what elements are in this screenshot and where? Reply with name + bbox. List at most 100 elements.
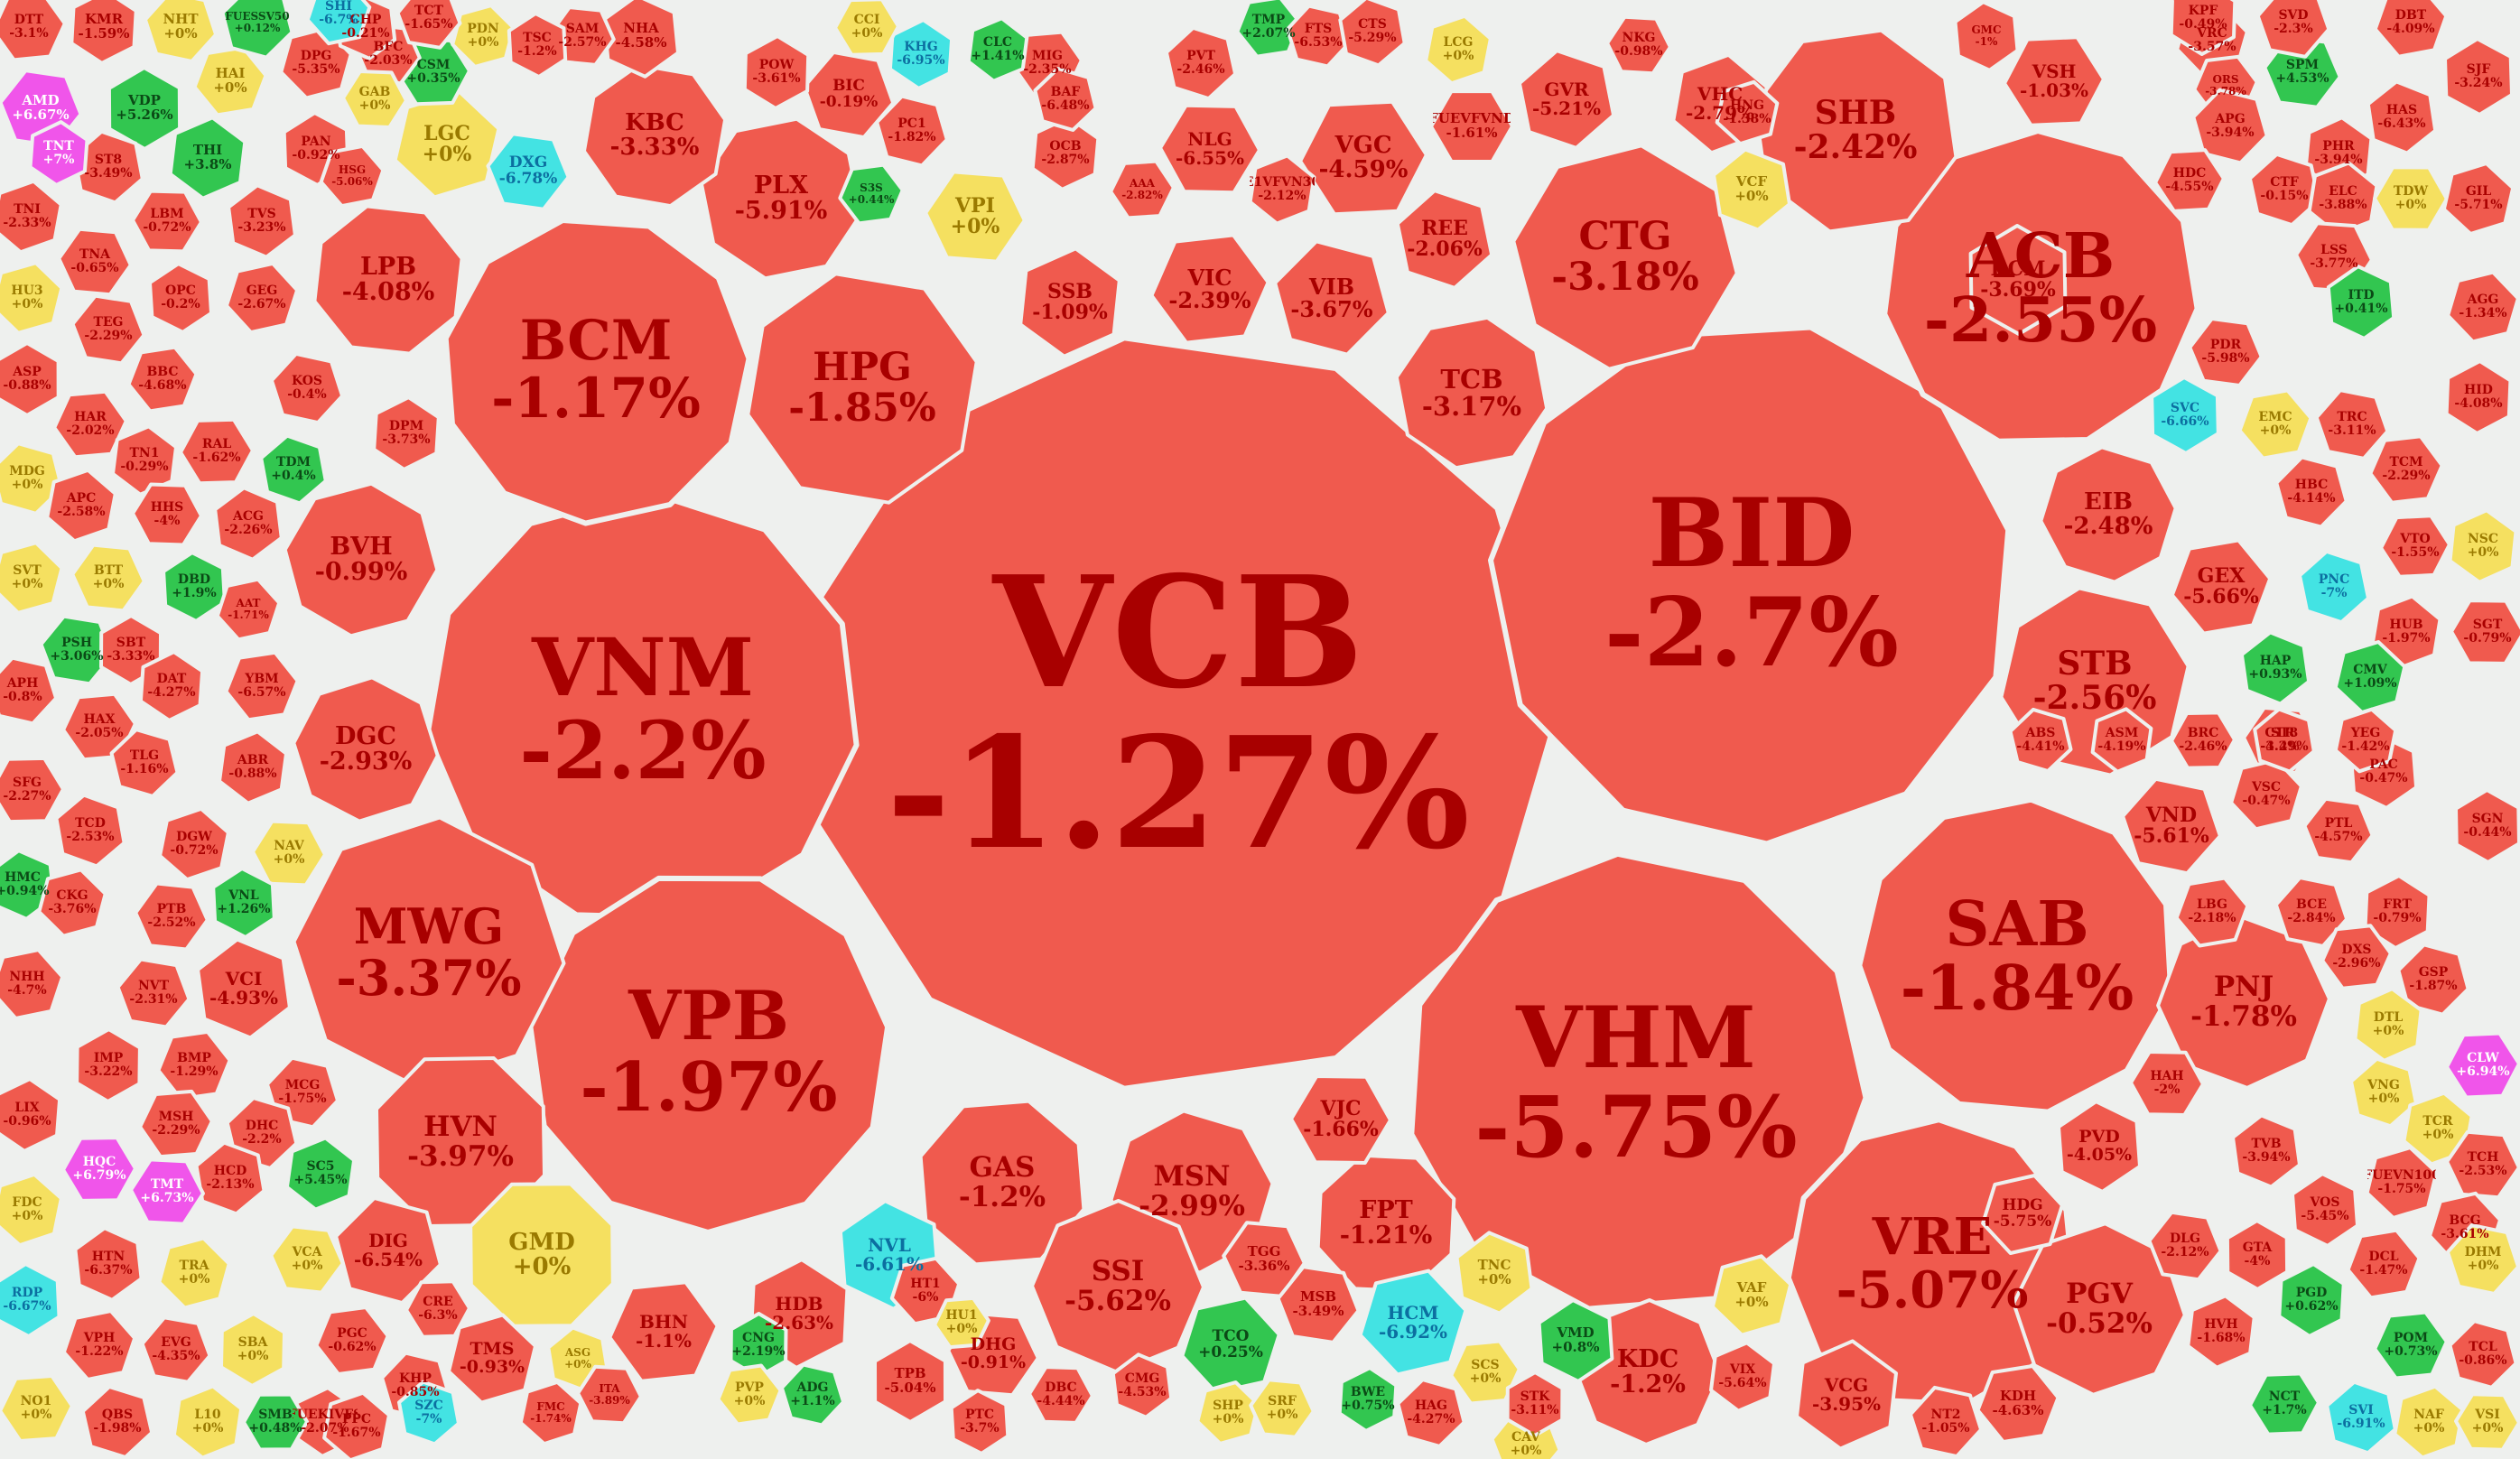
stock-label-pac: PAC -0.47% (2349, 738, 2418, 806)
stock-label-svc: SVC -6.66% (2149, 379, 2221, 451)
stock-label-ckg: CKG -3.76% (40, 870, 105, 935)
change-text: -3.97% (407, 1140, 514, 1173)
ticker-text: HT1 (910, 1277, 941, 1292)
ticker-text: TCB (1440, 363, 1503, 395)
stock-cell-vic (1149, 233, 1270, 345)
change-text: -6.54% (353, 1249, 423, 1270)
stock-cell-nlg (1158, 103, 1261, 195)
stock-label-shi: SHI -6.7% (309, 0, 369, 43)
change-text: +1.9% (172, 585, 217, 600)
stock-cell-tlg (109, 728, 180, 798)
stock-cell-vjc (1289, 1074, 1392, 1165)
stock-label-aph: APH -0.8% (0, 658, 55, 723)
stock-cell-sjf (2443, 37, 2514, 116)
change-text: -0.96% (3, 1114, 51, 1129)
stock-cell-dig (334, 1196, 442, 1305)
ticker-text: KHP (399, 1371, 432, 1387)
stock-label-pgc: PGC -0.62% (318, 1306, 386, 1375)
ticker-text: CLC (982, 35, 1013, 51)
change-text: +0.48% (248, 1421, 302, 1436)
stock-label-sam: SAM -2.57% (553, 6, 613, 67)
change-text: -2.93% (319, 748, 413, 776)
change-text: -5.64% (1718, 1375, 1767, 1390)
ticker-text: SPM (2285, 58, 2320, 73)
stock-label-l10: L10 +0% (173, 1388, 242, 1456)
ticker-text: DIG (368, 1230, 408, 1251)
change-text: -3.23% (237, 220, 286, 235)
stock-label-sgt: SGT -0.79% (2453, 598, 2520, 666)
change-text: +0% (1266, 1408, 1298, 1422)
stock-cell-vto (2379, 514, 2451, 579)
ticker-text: HBC (2294, 478, 2329, 493)
change-text: -3.33% (107, 648, 155, 664)
change-text: -1.55% (2391, 544, 2440, 560)
ticker-text: KOS (291, 374, 323, 389)
ticker-text: TLG (129, 748, 160, 764)
stock-label-pvt: PVT -2.46% (1167, 29, 1235, 98)
ticker-text: HDB (775, 1293, 823, 1315)
change-text: -1.67% (332, 1425, 381, 1440)
stock-label-qbs: QBS -1.98% (83, 1388, 152, 1456)
stock-cell-gmd (469, 1182, 615, 1328)
stock-cell-gsp (2396, 943, 2470, 1017)
ticker-text: VJC (1320, 1096, 1362, 1120)
stock-cell-pom (2373, 1310, 2449, 1380)
stock-cell-bce (2274, 876, 2349, 948)
ticker-text: FUEVFVND (1433, 110, 1511, 127)
ticker-text: NHA (623, 20, 659, 37)
stock-label-lbm: LBM -0.72% (135, 189, 200, 254)
ticker-text: TEG (93, 315, 124, 330)
change-text: +0% (178, 1272, 210, 1287)
stock-label-vpb: VPB -1.97% (537, 880, 880, 1223)
ticker-text: DCM (1990, 256, 2046, 281)
stock-cell-apg (2191, 88, 2269, 165)
change-text: -0.8% (3, 689, 42, 704)
ticker-text: SJF (2466, 62, 2491, 78)
stock-cell-spm (2263, 35, 2342, 109)
ticker-text: TCO (1212, 1327, 1250, 1346)
stock-cell-vng (2349, 1056, 2418, 1129)
stock-cell-tcr (2402, 1091, 2474, 1166)
ticker-text: L10 (194, 1408, 221, 1423)
stock-cell-geg (224, 261, 300, 335)
stock-cell-hdc (2153, 148, 2226, 213)
change-text: -0.4% (287, 387, 327, 402)
change-text: +6.94% (2456, 1064, 2510, 1079)
stock-label-pvd: PVD -4.05% (2057, 1104, 2143, 1190)
change-text: -2.05% (75, 726, 124, 740)
stock-label-vaf: VAF +0% (1713, 1257, 1790, 1334)
ticker-text: VGC (1334, 131, 1392, 159)
stock-label-tco: TCO +0.25% (1184, 1298, 1279, 1393)
stock-label-bwe: BWE +0.75% (1338, 1370, 1399, 1430)
ticker-text: TDW (2393, 184, 2429, 200)
ticker-text: DTL (2373, 1010, 2404, 1026)
change-text: -5.06% (331, 175, 373, 188)
stock-cell-abr (218, 730, 288, 805)
ticker-text: HCD (213, 1164, 247, 1179)
stock-label-msh: MSH -2.29% (142, 1090, 210, 1158)
ticker-text: BCG (2449, 1213, 2481, 1229)
stock-label-fuevn100: FUEVN100 -1.75% (2367, 1148, 2436, 1217)
ticker-text: DPG (300, 49, 332, 64)
stock-cell-kmr (70, 0, 138, 65)
ticker-text: VSH (2032, 60, 2077, 82)
stock-label-pvp: PVP +0% (720, 1365, 780, 1426)
stock-cell-svt (0, 541, 64, 615)
ticker-text: VRE (1872, 1207, 1993, 1268)
ticker-text: APC (66, 491, 97, 506)
change-text: -5.04% (884, 1380, 936, 1396)
ticker-text: ST8 (94, 153, 123, 168)
stock-cell-bcm (442, 218, 752, 526)
stock-label-tcm: TCM -2.29% (2372, 435, 2441, 504)
ticker-text: TNA (79, 247, 111, 263)
change-text: -6.55% (1175, 147, 1244, 169)
stock-cell-tna (57, 227, 133, 297)
stock-label-nht: NHT +0% (146, 0, 215, 61)
stock-cell-dgw (158, 806, 230, 882)
stock-cell-nkg (1605, 14, 1672, 76)
change-text: +0% (92, 577, 125, 591)
ticker-text: PPC (341, 1412, 372, 1427)
stock-label-imp: IMP -3.22% (74, 1031, 143, 1100)
ticker-text: PC1 (897, 116, 926, 132)
stock-label-ptc: PTC -3.7% (950, 1392, 1010, 1453)
